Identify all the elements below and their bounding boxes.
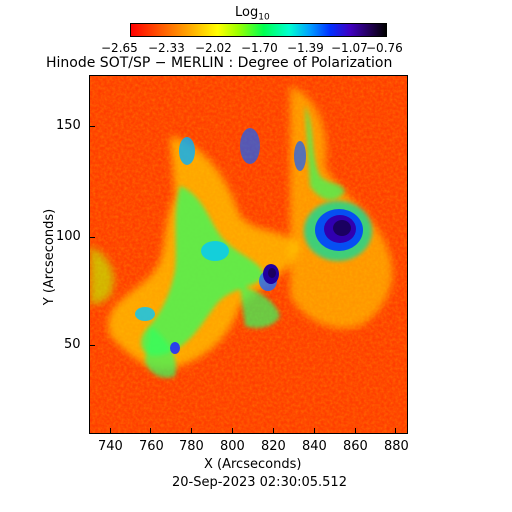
x-tick-760: 760 xyxy=(139,439,164,454)
x-tick-740: 740 xyxy=(98,439,123,454)
colorbar-label: Log10 xyxy=(235,6,270,25)
colorbar-tick-2: −2.33 xyxy=(148,41,185,55)
colorbar-label-main: Log xyxy=(235,5,259,20)
polarization-map xyxy=(89,75,408,434)
colorbar-tick-1: −2.65 xyxy=(101,41,138,55)
y-axis-label: Y (Arcseconds) xyxy=(42,208,57,306)
colorbar-tick-6: −1.07 xyxy=(331,41,368,55)
y-tick-100: 100 xyxy=(56,229,81,244)
plot-title: Hinode SOT/SP − MERLIN : Degree of Polar… xyxy=(46,55,393,71)
colorbar-tick-4: −1.70 xyxy=(241,41,278,55)
x-tick-780: 780 xyxy=(179,439,204,454)
x-tick-880: 880 xyxy=(384,439,409,454)
colorbar-tick-7: −0.76 xyxy=(366,41,403,55)
pore xyxy=(263,264,279,284)
x-tick-800: 800 xyxy=(220,439,245,454)
y-tick-150: 150 xyxy=(56,118,81,133)
x-axis-label: X (Arcseconds) xyxy=(204,457,302,472)
colorbar xyxy=(130,23,387,37)
network-green xyxy=(141,106,345,378)
colorbar-label-sub: 10 xyxy=(258,12,270,23)
colorbar-tick-3: −2.02 xyxy=(195,41,232,55)
timestamp: 20-Sep-2023 02:30:05.512 xyxy=(172,475,347,490)
polarization-map-image xyxy=(90,76,407,433)
x-tick-840: 840 xyxy=(302,439,327,454)
x-tick-820: 820 xyxy=(261,439,286,454)
colorbar-tick-5: −1.39 xyxy=(287,41,324,55)
y-tick-50: 50 xyxy=(64,337,81,352)
sunspot-strong-polarization xyxy=(304,201,372,261)
x-tick-860: 860 xyxy=(343,439,368,454)
